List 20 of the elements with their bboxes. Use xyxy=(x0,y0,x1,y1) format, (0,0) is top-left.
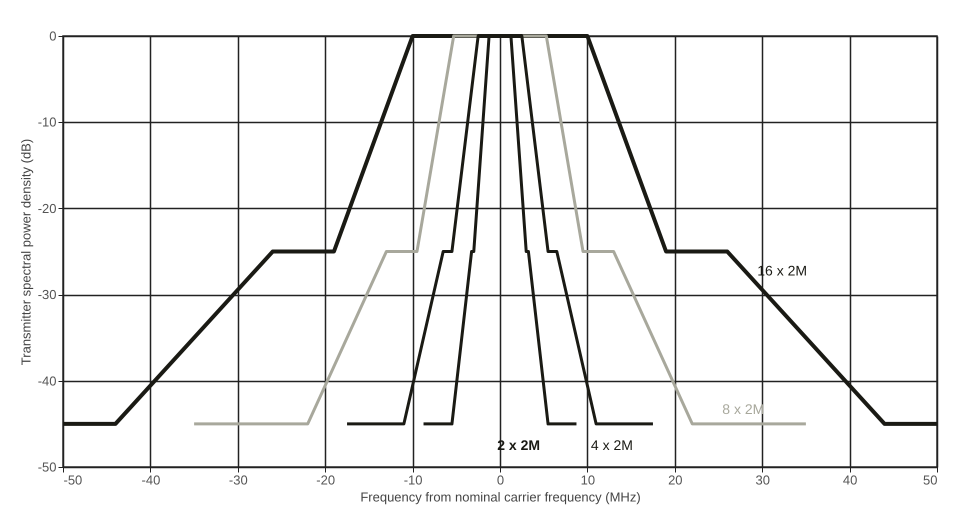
x-tick-label: -10 xyxy=(404,472,422,488)
x-tick-label: 0 xyxy=(496,472,504,488)
x-tick-label: -50 xyxy=(64,472,82,488)
y-axis-title: Transmitter spectral power density (dB) xyxy=(18,138,34,366)
x-tick-label: 40 xyxy=(842,472,858,488)
x-tick-label: 30 xyxy=(755,472,770,488)
x-tick-label: -20 xyxy=(316,472,336,488)
x-axis-title: Frequency from nominal carrier frequency (MHz) xyxy=(360,490,641,504)
y-tick-label: 0 xyxy=(49,28,56,44)
y-tick-label: -40 xyxy=(38,373,56,388)
y-tick-label: -30 xyxy=(38,287,56,302)
x-tick-label: -30 xyxy=(228,472,248,488)
x-tick-label: 20 xyxy=(668,472,683,488)
y-tick-label: -20 xyxy=(38,200,56,216)
y-tick-label: -10 xyxy=(38,114,56,130)
x-tick-label: -40 xyxy=(142,472,160,488)
y-tick-label: -50 xyxy=(38,460,56,474)
x-tick-label: 50 xyxy=(923,472,938,488)
x-tick-label: 10 xyxy=(580,472,596,488)
series-label: 4 x 2M xyxy=(590,436,633,453)
